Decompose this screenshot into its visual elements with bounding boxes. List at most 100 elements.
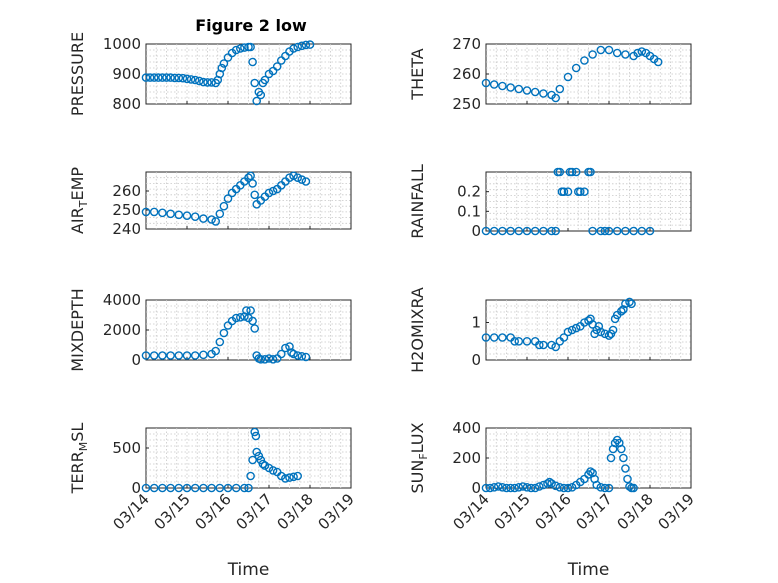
y-tick-label: 240 (112, 220, 141, 238)
y-tick-label: 800 (112, 95, 141, 113)
data-point (567, 325, 577, 335)
x-tick-label: 03/15 (151, 490, 194, 533)
grid (146, 428, 351, 488)
data-point (219, 328, 229, 338)
data-point (272, 62, 282, 71)
x-axis-label: Time (227, 560, 270, 580)
y-axis-label: PRESSURE (68, 32, 87, 116)
data-point (604, 483, 614, 493)
data-point (301, 352, 311, 362)
y-tick-label: 1000 (103, 35, 141, 53)
data-point (145, 73, 155, 82)
data-point (481, 78, 491, 88)
x-tick-label: 03/18 (614, 490, 657, 533)
data-point (194, 76, 204, 86)
data-point (211, 346, 220, 356)
data-point (207, 215, 216, 224)
data-point (199, 350, 208, 360)
data-point (606, 453, 616, 463)
y-tick-label: 260 (452, 65, 481, 83)
y-tick-label: 0 (471, 479, 481, 497)
data-point (563, 187, 573, 196)
data-point (543, 479, 552, 488)
y-tick-label: 900 (112, 65, 141, 83)
data-point (653, 57, 663, 67)
data-point (141, 207, 151, 217)
data-point (493, 482, 503, 491)
data-point (240, 483, 249, 493)
data-point (535, 482, 544, 491)
y-tick-label: 0 (131, 479, 141, 497)
data-point (203, 78, 212, 87)
data-point (485, 483, 495, 493)
data-point (522, 86, 532, 95)
data-point (289, 349, 298, 359)
data-point (248, 179, 257, 188)
data-point (526, 483, 536, 493)
data-point (276, 349, 286, 359)
data-point (158, 351, 167, 360)
data-point (248, 455, 257, 465)
data-point (231, 483, 241, 493)
data-point (199, 77, 208, 87)
data-point (260, 75, 270, 85)
data-point (141, 351, 151, 360)
data-point (596, 45, 606, 55)
y-tick-label: 0.1 (457, 202, 481, 220)
data-point (625, 482, 634, 491)
data-point (207, 483, 216, 493)
y-tick-label: 200 (452, 449, 481, 467)
data-point (481, 333, 491, 342)
data-point (149, 207, 159, 217)
data-point (248, 57, 257, 67)
data-point (545, 477, 554, 487)
data-point (567, 482, 577, 492)
data-point (600, 483, 610, 493)
data-point (186, 75, 196, 84)
data-point (254, 451, 264, 461)
grid (486, 44, 691, 104)
data-point (596, 482, 606, 492)
data-point (596, 327, 606, 337)
data-point (153, 73, 163, 82)
data-point (250, 78, 259, 88)
data-point (498, 226, 507, 236)
x-tick-label: 03/16 (192, 490, 235, 533)
data-point (510, 483, 520, 493)
data-point (637, 226, 647, 236)
data-point (166, 73, 175, 82)
data-point (586, 167, 595, 177)
data-point (563, 327, 573, 337)
data-point (158, 483, 167, 493)
data-point (289, 44, 298, 53)
x-tick-label: 03/19 (315, 490, 358, 533)
data-point (244, 173, 253, 182)
data-point (297, 351, 307, 361)
data-point (518, 482, 528, 491)
data-point (559, 333, 569, 342)
series-markers (141, 427, 303, 493)
y-tick-label: 500 (112, 439, 141, 457)
series-markers (481, 435, 638, 493)
data-point (297, 41, 307, 51)
data-point (149, 351, 159, 360)
data-point (633, 48, 643, 58)
data-point (506, 226, 515, 236)
data-point (182, 483, 192, 493)
data-point (498, 81, 507, 91)
data-point (604, 45, 614, 55)
data-point (246, 171, 255, 181)
data-point (285, 173, 294, 182)
y-tick-label: 270 (452, 35, 481, 53)
series-markers (141, 171, 311, 226)
y-tick-label: 0 (471, 351, 481, 369)
data-point (281, 474, 290, 483)
data-point (600, 226, 610, 236)
data-point (522, 336, 532, 346)
data-point (293, 471, 303, 481)
data-point (158, 208, 167, 218)
y-tick-label: 260 (112, 182, 141, 200)
data-point (174, 210, 184, 220)
y-tick-label: 1 (471, 314, 481, 332)
